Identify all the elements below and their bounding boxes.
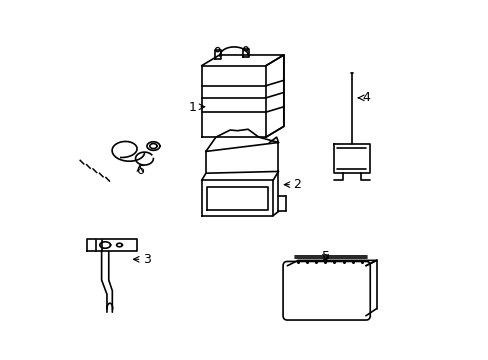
Text: 6: 6 (136, 164, 143, 177)
Text: 5: 5 (321, 250, 329, 263)
Text: 3: 3 (142, 253, 150, 266)
Text: 1: 1 (188, 101, 196, 114)
Text: 2: 2 (292, 178, 300, 191)
Text: 4: 4 (362, 91, 369, 104)
